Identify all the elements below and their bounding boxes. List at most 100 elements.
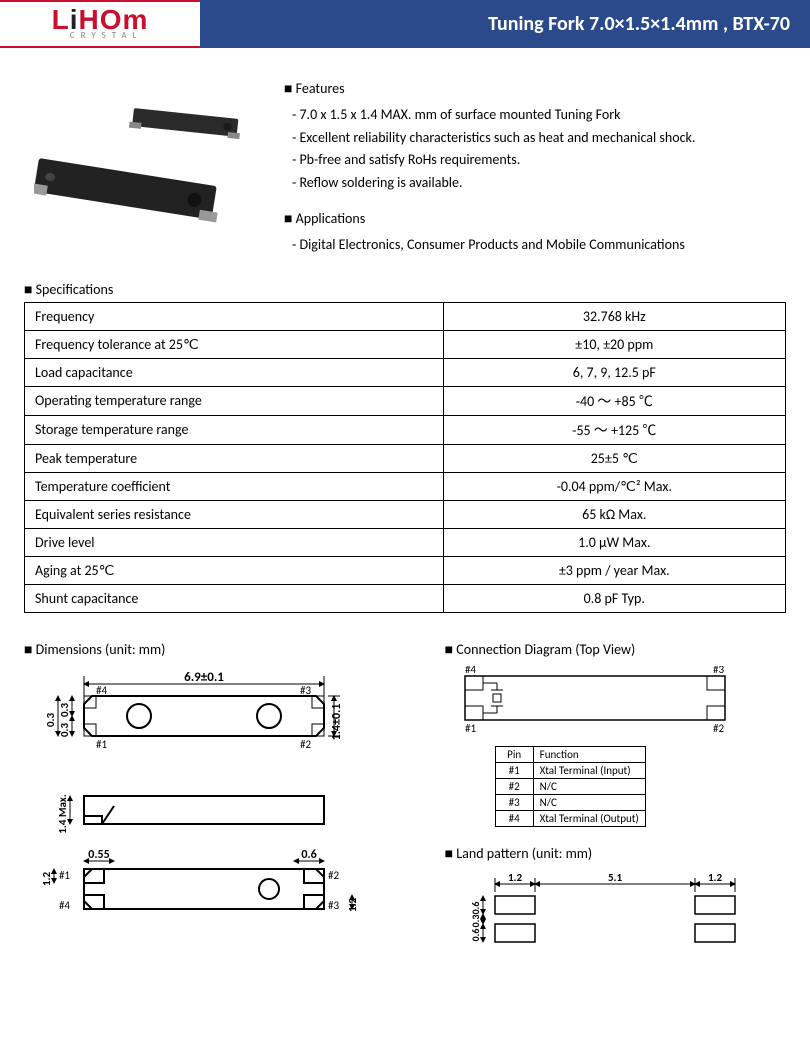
svg-text:0.6: 0.6: [301, 848, 316, 862]
func-cell: N/C: [533, 794, 645, 810]
spec-value: -55 ～ +125 ℃: [443, 415, 785, 444]
spec-row: Frequency32.768 kHz: [25, 302, 786, 330]
intro-row: Features - 7.0 x 1.5 x 1.4 MAX. mm of su…: [24, 78, 786, 257]
spec-param: Storage temperature range: [25, 415, 444, 444]
spec-value: 65 kΩ Max.: [443, 500, 785, 528]
spec-param: Peak temperature: [25, 444, 444, 472]
svg-text:0.55: 0.55: [88, 848, 109, 862]
func-cell: Xtal Terminal (Output): [533, 810, 645, 826]
spec-param: Operating temperature range: [25, 386, 444, 415]
product-image: [24, 78, 264, 248]
pin-header: Pin: [495, 746, 533, 762]
svg-text:#1: #1: [465, 722, 476, 735]
func-header: Function: [533, 746, 645, 762]
spec-row: Load capacitance6, 7, 9, 12.5 pF: [25, 358, 786, 386]
logo-pre: L: [52, 4, 70, 35]
header: LiHOm CRYSTAL Tuning Fork 7.0×1.5×1.4mm …: [0, 0, 810, 48]
dimensions-diagram: 6.9±0.1 #4 #3 #1 #2: [24, 666, 424, 976]
logo-main: LiHOm: [52, 7, 149, 32]
intro-text: Features - 7.0 x 1.5 x 1.4 MAX. mm of su…: [284, 78, 786, 257]
land-pattern-diagram: 1.2 5.1 1.2: [445, 870, 765, 960]
spec-row: Aging at 25℃±3 ppm / year Max.: [25, 556, 786, 584]
svg-text:#3: #3: [713, 666, 724, 676]
dim-length: 6.9±0.1: [184, 670, 224, 685]
svg-text:#1: #1: [59, 869, 70, 882]
spec-value: -40 ～ +85 ℃: [443, 386, 785, 415]
spec-value: 0.8 pF Typ.: [443, 584, 785, 612]
feature-item: - 7.0 x 1.5 x 1.4 MAX. mm of surface mou…: [292, 104, 786, 126]
feature-item: - Reflow soldering is available.: [292, 172, 786, 194]
connection-diagram: #4 #3 #1 #2: [445, 666, 765, 746]
spec-param: Frequency: [25, 302, 444, 330]
connection-section: Connection Diagram (Top View): [445, 641, 786, 976]
pin-row: #2N/C: [495, 778, 645, 794]
pin-cell: #2: [495, 778, 533, 794]
svg-text:#3: #3: [328, 899, 339, 912]
pin-cell: #3: [495, 794, 533, 810]
pin-row: #3N/C: [495, 794, 645, 810]
applications-heading: Applications: [284, 208, 786, 230]
svg-text:1.2: 1.2: [508, 871, 523, 884]
svg-text:#1: #1: [96, 738, 107, 751]
svg-text:1.2: 1.2: [346, 897, 359, 912]
svg-text:0.3: 0.3: [44, 712, 57, 727]
svg-text:1.2: 1.2: [40, 871, 53, 886]
spec-row: Drive level1.0 μW Max.: [25, 528, 786, 556]
svg-text:0.3: 0.3: [469, 914, 482, 927]
pin-function-table: Pin Function #1Xtal Terminal (Input)#2N/…: [495, 746, 646, 827]
spec-row: Shunt capacitance0.8 pF Typ.: [25, 584, 786, 612]
spec-row: Operating temperature range-40 ～ +85 ℃: [25, 386, 786, 415]
spec-param: Frequency tolerance at 25℃: [25, 330, 444, 358]
svg-text:0.6: 0.6: [469, 901, 482, 914]
pin-cell: #4: [495, 810, 533, 826]
svg-text:#2: #2: [328, 869, 339, 882]
specifications-heading: Specifications: [24, 281, 786, 298]
spec-value: ±10, ±20 ppm: [443, 330, 785, 358]
spec-row: Equivalent series resistance65 kΩ Max.: [25, 500, 786, 528]
svg-text:#2: #2: [713, 722, 724, 735]
logo: LiHOm CRYSTAL: [0, 0, 200, 48]
svg-text:0.3: 0.3: [58, 702, 71, 717]
pin-cell: #1: [495, 762, 533, 778]
land-heading: Land pattern (unit: mm): [445, 845, 786, 862]
feature-item: - Pb-free and satisfy RoHs requirements.: [292, 149, 786, 171]
connection-heading: Connection Diagram (Top View): [445, 641, 786, 658]
application-item: - Digital Electronics, Consumer Products…: [292, 234, 786, 256]
spec-value: 6, 7, 9, 12.5 pF: [443, 358, 785, 386]
spec-value: 1.0 μW Max.: [443, 528, 785, 556]
svg-text:#3: #3: [300, 684, 311, 697]
svg-text:1.4±0.1: 1.4±0.1: [330, 703, 344, 740]
spec-value: -0.04 ppm/℃² Max.: [443, 472, 785, 500]
spec-param: Load capacitance: [25, 358, 444, 386]
spec-param: Equivalent series resistance: [25, 500, 444, 528]
spec-value: 32.768 kHz: [443, 302, 785, 330]
svg-text:0.3: 0.3: [58, 722, 71, 737]
spec-row: Peak temperature25±5 ℃: [25, 444, 786, 472]
page-title: Tuning Fork 7.0×1.5×1.4mm , BTX-70: [200, 0, 810, 48]
svg-text:#4: #4: [96, 684, 107, 697]
spec-param: Drive level: [25, 528, 444, 556]
spec-row: Storage temperature range-55 ～ +125 ℃: [25, 415, 786, 444]
spec-param: Temperature coefficient: [25, 472, 444, 500]
specifications-table: Frequency32.768 kHzFrequency tolerance a…: [24, 302, 786, 613]
content: Features - 7.0 x 1.5 x 1.4 MAX. mm of su…: [0, 48, 810, 986]
svg-text:0.6: 0.6: [469, 928, 482, 941]
pin-row: #1Xtal Terminal (Input): [495, 762, 645, 778]
spec-row: Frequency tolerance at 25℃±10, ±20 ppm: [25, 330, 786, 358]
dimensions-section: Dimensions (unit: mm) 6.9±0.1: [24, 641, 425, 976]
spec-param: Aging at 25℃: [25, 556, 444, 584]
lower-diagrams: Dimensions (unit: mm) 6.9±0.1: [24, 641, 786, 976]
spec-value: ±3 ppm / year Max.: [443, 556, 785, 584]
dimensions-heading: Dimensions (unit: mm): [24, 641, 425, 658]
svg-text:#4: #4: [59, 899, 70, 912]
svg-text:1.2: 1.2: [708, 871, 723, 884]
features-heading: Features: [284, 78, 786, 100]
func-cell: N/C: [533, 778, 645, 794]
spec-param: Shunt capacitance: [25, 584, 444, 612]
spec-value: 25±5 ℃: [443, 444, 785, 472]
feature-item: - Excellent reliability characteristics …: [292, 127, 786, 149]
svg-text:#2: #2: [300, 738, 311, 751]
func-cell: Xtal Terminal (Input): [533, 762, 645, 778]
svg-text:1.4 Max.: 1.4 Max.: [56, 794, 69, 834]
pin-row: #4Xtal Terminal (Output): [495, 810, 645, 826]
